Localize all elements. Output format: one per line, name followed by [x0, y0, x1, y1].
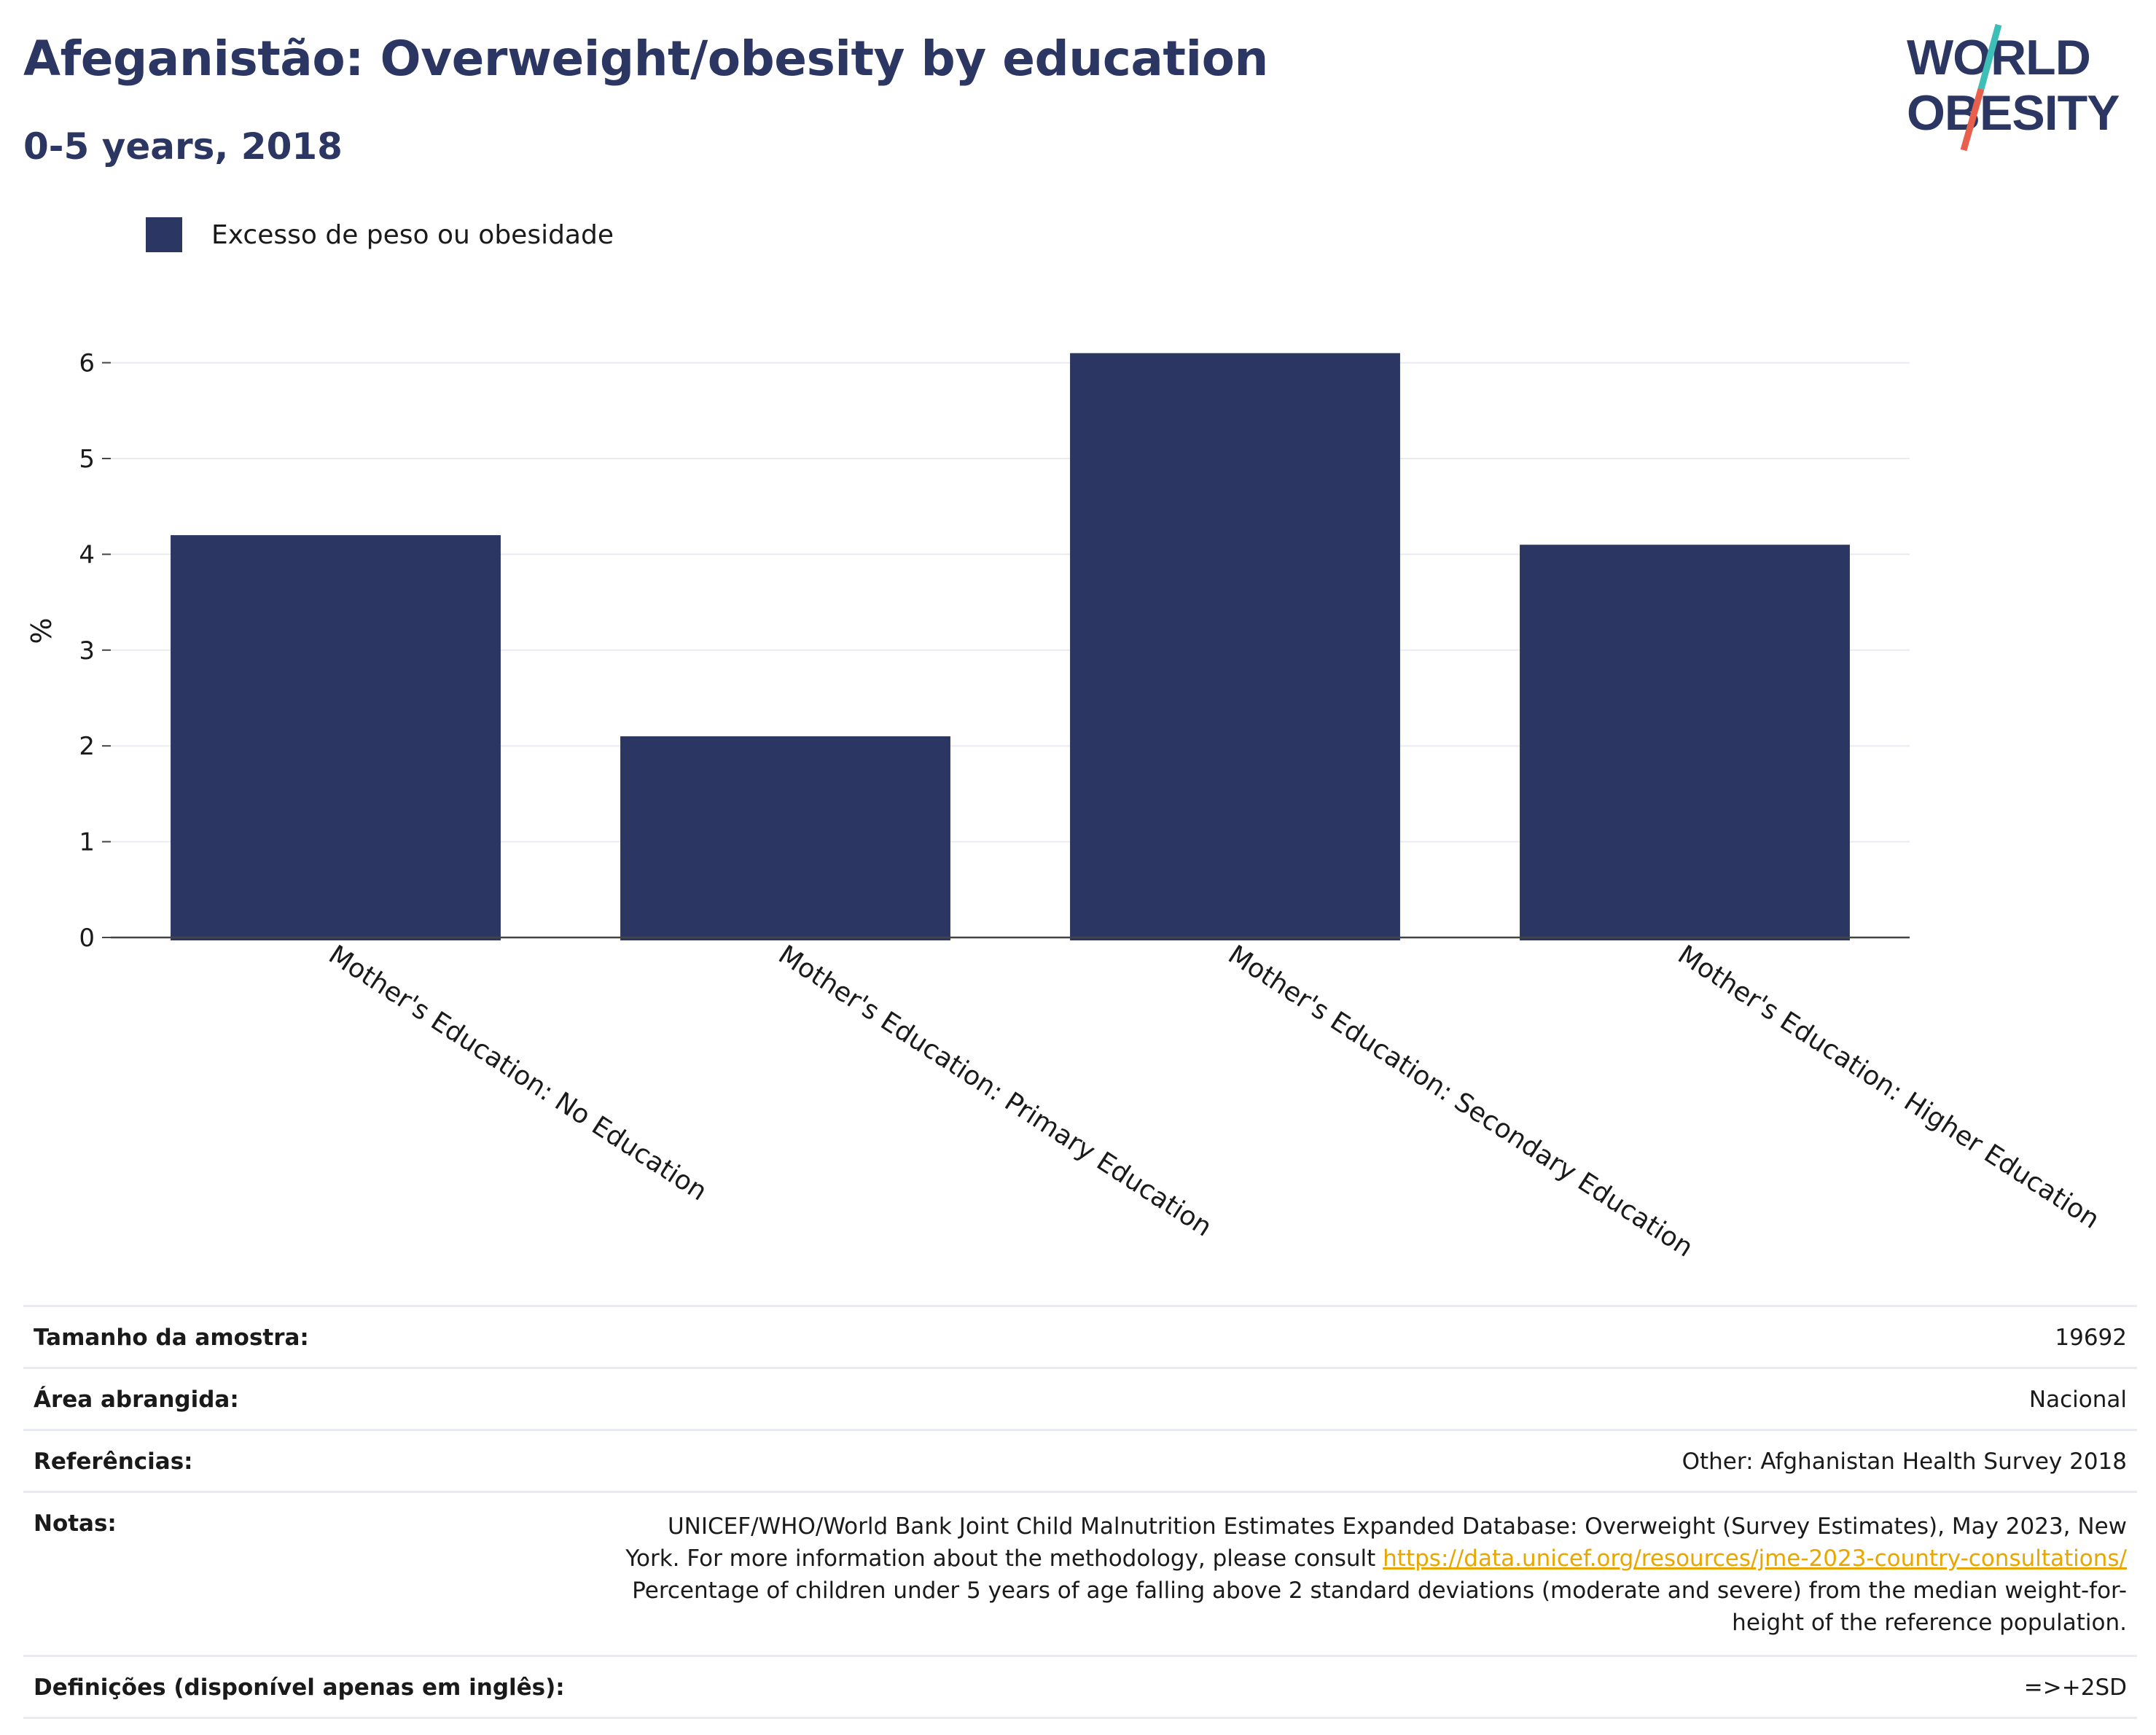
y-tick-label: 0	[79, 924, 95, 953]
info-row-references: Referências: Other: Afghanistan Health S…	[23, 1429, 2137, 1491]
definitions-label: Definições (disponível apenas em inglês)…	[34, 1674, 565, 1701]
bar	[620, 736, 950, 940]
sample-size-value: 19692	[2055, 1325, 2127, 1351]
y-tick-label: 5	[79, 445, 95, 474]
chart-title: Afeganistão: Overweight/obesity by educa…	[23, 31, 1268, 87]
notes-methodology-link[interactable]: https://data.unicef.org/resources/jme-20…	[1383, 1545, 2127, 1572]
notes-text-before: UNICEF/WHO/World Bank Joint Child Malnut…	[625, 1513, 2127, 1572]
info-row-notes: Notas: UNICEF/WHO/World Bank Joint Child…	[23, 1491, 2137, 1655]
y-tick-label: 1	[79, 828, 95, 857]
legend-label: Excesso de peso ou obesidade	[211, 219, 614, 250]
logo-slash-bottom	[1960, 87, 1985, 152]
x-tick-label: Mother's Education: Secondary Education	[1223, 940, 1698, 1263]
x-tick-label: Mother's Education: No Education	[324, 940, 712, 1206]
references-value: Other: Afghanistan Health Survey 2018	[1682, 1449, 2127, 1475]
info-row-definitions: Definições (disponível apenas em inglês)…	[23, 1655, 2137, 1719]
coverage-label: Área abrangida:	[34, 1387, 239, 1413]
sample-size-label: Tamanho da amostra:	[34, 1325, 309, 1351]
logo-word-obesity: OBESITY	[1907, 85, 2120, 141]
y-tick-label: 6	[79, 349, 95, 378]
info-row-coverage: Área abrangida: Nacional	[23, 1367, 2137, 1429]
info-row-sample-size: Tamanho da amostra: 19692	[23, 1305, 2137, 1367]
logo-slash-top	[1977, 23, 2002, 90]
y-tick-label: 2	[79, 732, 95, 761]
notes-text-after: Percentage of children under 5 years of …	[632, 1578, 2127, 1636]
y-tick-label: 4	[79, 540, 95, 569]
coverage-value: Nacional	[2028, 1387, 2127, 1413]
references-label: Referências:	[34, 1449, 193, 1475]
definitions-value: =>+2SD	[2023, 1674, 2127, 1701]
info-table: Tamanho da amostra: 19692 Área abrangida…	[23, 1305, 2137, 1719]
bar	[171, 535, 501, 940]
y-axis-label: %	[26, 617, 58, 644]
chart-subtitle: 0-5 years, 2018	[23, 125, 343, 168]
bar	[1520, 545, 1850, 940]
y-tick-label: 3	[79, 636, 95, 666]
x-tick-label: Mother's Education: Primary Education	[773, 940, 1217, 1242]
chart-legend[interactable]: Excesso de peso ou obesidade	[146, 217, 614, 252]
bar	[1070, 353, 1400, 940]
bar-chart: 0 1 2 3 4 5 6% Mother's Education: No Education…	[26, 349, 2105, 1263]
logo-word-world: WORLD	[1907, 30, 2090, 85]
world-obesity-logo[interactable]: WORLD OBESITY	[1902, 22, 2136, 153]
legend-swatch	[146, 217, 182, 252]
notes-label: Notas:	[34, 1510, 117, 1537]
x-tick-label: Mother's Education: Higher Education	[1673, 940, 2105, 1235]
notes-value: UNICEF/WHO/World Bank Joint Child Malnut…	[611, 1510, 2127, 1639]
